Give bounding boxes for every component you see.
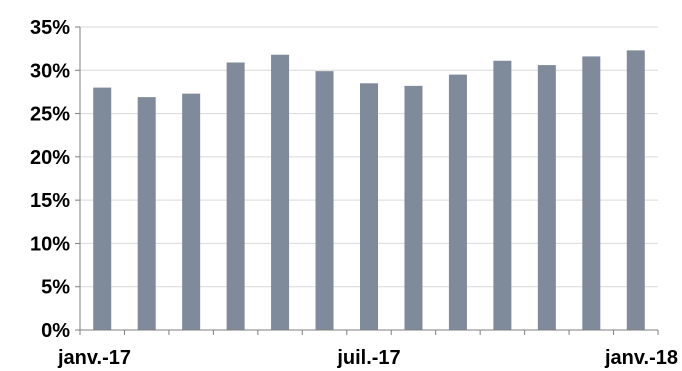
- bar: [271, 54, 290, 331]
- y-tick-label: 25%: [30, 104, 70, 126]
- bar: [537, 65, 556, 330]
- bar: [448, 74, 467, 330]
- y-tick-label: 10%: [30, 233, 70, 255]
- x-tick-label: juil.-17: [336, 347, 400, 369]
- x-tick-label: janv.-18: [604, 347, 678, 369]
- bar: [226, 62, 245, 330]
- y-tick-label: 30%: [30, 60, 70, 82]
- y-tick-labels: 0% 5% 10% 15% 20% 25% 30% 35%: [30, 17, 70, 342]
- bar: [315, 71, 334, 330]
- axes: [75, 26, 659, 335]
- bar: [493, 60, 512, 331]
- x-tick-label: janv.-17: [57, 347, 131, 369]
- y-tick-label: 35%: [30, 17, 70, 39]
- y-tick-label: 15%: [30, 190, 70, 212]
- bar: [626, 50, 645, 330]
- bar: [93, 87, 112, 330]
- bar: [137, 97, 156, 330]
- bars: [93, 50, 645, 331]
- x-tick-labels: janv.-17 juil.-17 janv.-18: [57, 347, 678, 369]
- y-tick-label: 20%: [30, 147, 70, 169]
- bar: [360, 83, 378, 331]
- y-tick-label: 5%: [41, 277, 70, 299]
- y-tick-label: 0%: [41, 320, 70, 342]
- bar: [182, 93, 201, 330]
- bar: [582, 56, 601, 330]
- bar: [404, 85, 423, 331]
